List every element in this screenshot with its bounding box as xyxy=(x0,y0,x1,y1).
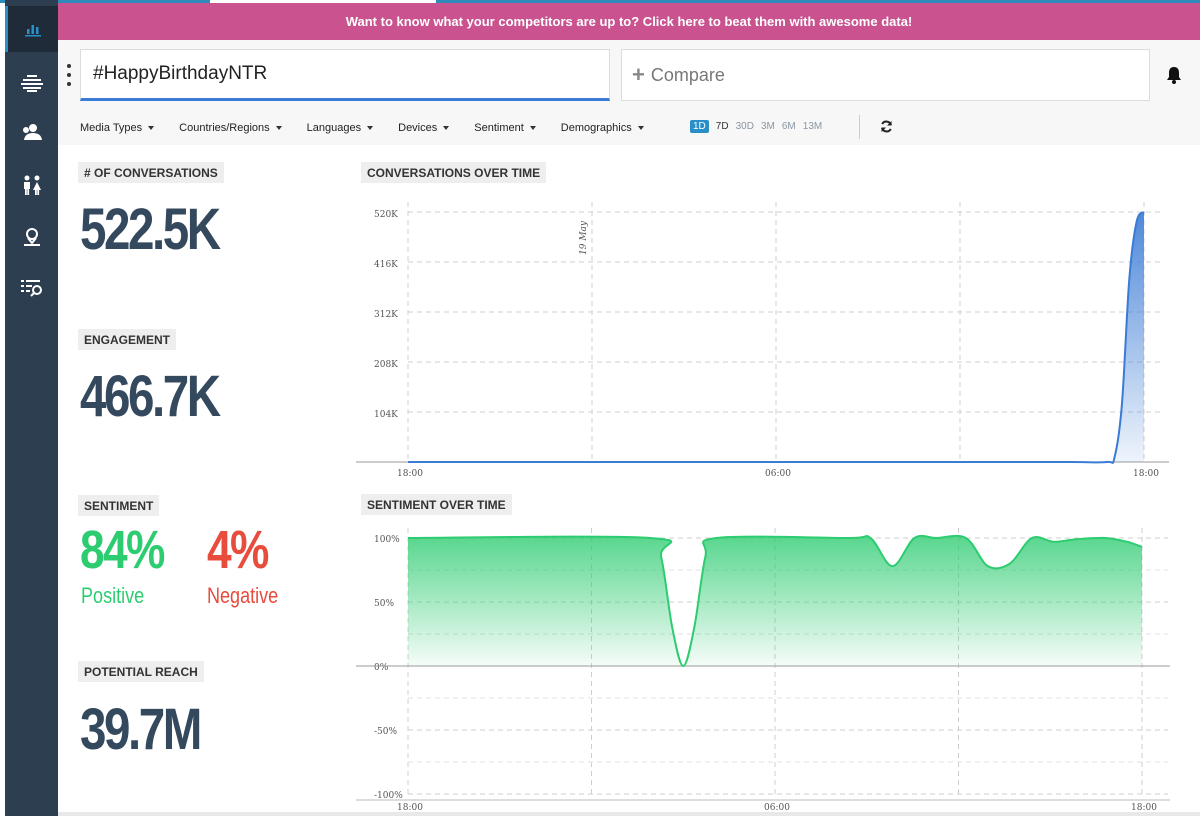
sidebar-item-analytics[interactable] xyxy=(5,6,58,52)
filter-label: Demographics xyxy=(560,122,632,134)
reach-value: 39.7M xyxy=(80,697,202,762)
notifications-bell-icon[interactable] xyxy=(1166,66,1182,89)
conversations-value: 522.5K xyxy=(80,197,221,262)
positive-sentiment-value: 84% xyxy=(80,520,165,580)
chart2-y-tick: 0% xyxy=(374,663,389,673)
period-1d[interactable]: 1D xyxy=(690,120,709,133)
conversations-chart-title: CONVERSATIONS OVER TIME xyxy=(361,162,547,183)
chart2-x-tick: 18:00 xyxy=(1131,803,1157,812)
sentiment-over-time-chart: 100% 50% 0% -50% -100% 18:00 06:00 18:00 xyxy=(356,528,1170,812)
period-7d[interactable]: 7D xyxy=(715,121,729,132)
filter-sentiment[interactable]: Sentiment xyxy=(474,122,536,134)
top-accent-line xyxy=(0,0,1200,3)
bar-chart-icon xyxy=(25,25,41,37)
chart1-date-annotation: 19 May xyxy=(579,220,589,255)
caret-down-icon xyxy=(367,126,374,130)
search-box[interactable] xyxy=(80,49,610,101)
period-13m[interactable]: 13M xyxy=(802,121,823,132)
chart1-y-tick: 208K xyxy=(374,360,398,370)
chart1-y-tick: 416K xyxy=(374,260,398,270)
search-input[interactable] xyxy=(81,50,609,98)
chart1-y-tick: 104K xyxy=(374,410,398,420)
chart2-y-tick: 100% xyxy=(374,535,400,545)
negative-sentiment-label: Negative xyxy=(207,583,279,608)
sidebar-item-locations[interactable] xyxy=(5,214,58,260)
conversations-over-time-chart: 520K 416K 312K 208K 104K 18:00 06:00 18:00 19 Ma… xyxy=(356,202,1169,479)
chart2-y-tick: -100% xyxy=(374,791,403,801)
toolbar-divider xyxy=(859,115,860,139)
compare-label: Compare xyxy=(650,64,725,85)
chart2-x-tick: 18:00 xyxy=(397,803,423,812)
caret-down-icon xyxy=(529,126,536,130)
reach-label: POTENTIAL REACH xyxy=(78,661,204,682)
stream-icon xyxy=(20,75,43,92)
caret-down-icon xyxy=(275,126,282,130)
chart1-series-line xyxy=(408,211,1145,464)
filter-label: Media Types xyxy=(80,122,143,134)
period-30d[interactable]: 30D xyxy=(735,121,754,132)
conversations-label: # OF CONVERSATIONS xyxy=(78,162,224,183)
period-6m[interactable]: 6M xyxy=(781,121,796,132)
users-icon xyxy=(22,124,42,140)
chart2-y-tick: 50% xyxy=(374,599,394,609)
top-accent-gap xyxy=(210,0,436,3)
filter-countries-regions[interactable]: Countries/Regions xyxy=(179,122,282,134)
location-icon xyxy=(23,228,40,246)
period-selector: 1D 7D 30D 3M 6M 13M xyxy=(690,120,829,133)
chart2-area xyxy=(408,535,1142,666)
compare-button[interactable]: + Compare xyxy=(621,49,1150,101)
plus-icon: + xyxy=(632,62,645,87)
filter-label: Devices xyxy=(398,122,438,134)
promo-banner[interactable]: Want to know what your competitors are u… xyxy=(58,3,1200,40)
chart1-y-tick: 520K xyxy=(374,210,398,220)
chart1-x-tick: 06:00 xyxy=(765,469,791,479)
sidebar-item-demographics[interactable] xyxy=(5,162,58,208)
sentiment-chart-title: SENTIMENT OVER TIME xyxy=(361,494,512,515)
filter-label: Sentiment xyxy=(474,122,524,134)
people-icon xyxy=(23,175,41,195)
period-3m[interactable]: 3M xyxy=(760,121,775,132)
refresh-icon[interactable] xyxy=(880,120,893,138)
caret-down-icon xyxy=(148,126,155,130)
filter-demographics[interactable]: Demographics xyxy=(561,122,644,134)
caret-down-icon xyxy=(443,126,450,130)
chart1-x-tick: 18:00 xyxy=(1133,469,1159,479)
positive-sentiment-label: Positive xyxy=(81,583,145,608)
chart2-x-tick: 06:00 xyxy=(764,803,790,812)
promo-banner-text: Want to know what your competitors are u… xyxy=(345,14,913,29)
chart2-series-line xyxy=(407,534,1143,668)
sentiment-label: SENTIMENT xyxy=(78,495,160,516)
filter-label: Languages xyxy=(306,122,362,134)
filter-bar: Media Types Countries/Regions Languages … xyxy=(80,118,669,138)
filter-devices[interactable]: Devices xyxy=(398,122,450,134)
engagement-value: 466.7K xyxy=(80,364,221,429)
negative-sentiment-value: 4% xyxy=(207,520,269,580)
sidebar-item-search-list[interactable] xyxy=(5,264,58,310)
chart1-x-tick: 18:00 xyxy=(397,469,423,479)
sidebar-item-users[interactable] xyxy=(5,109,58,155)
filter-languages[interactable]: Languages xyxy=(306,122,374,134)
list-search-icon xyxy=(20,280,42,297)
more-menu-icon[interactable] xyxy=(64,64,74,86)
chart1-y-tick: 312K xyxy=(374,310,398,320)
caret-down-icon xyxy=(637,126,644,130)
filter-media-types[interactable]: Media Types xyxy=(80,122,155,134)
engagement-label: ENGAGEMENT xyxy=(78,329,177,350)
sidebar xyxy=(5,0,58,816)
filter-label: Countries/Regions xyxy=(179,122,270,134)
sidebar-item-stream[interactable] xyxy=(5,60,58,106)
chart2-y-tick: -50% xyxy=(374,727,397,737)
bottom-border xyxy=(58,812,1200,816)
